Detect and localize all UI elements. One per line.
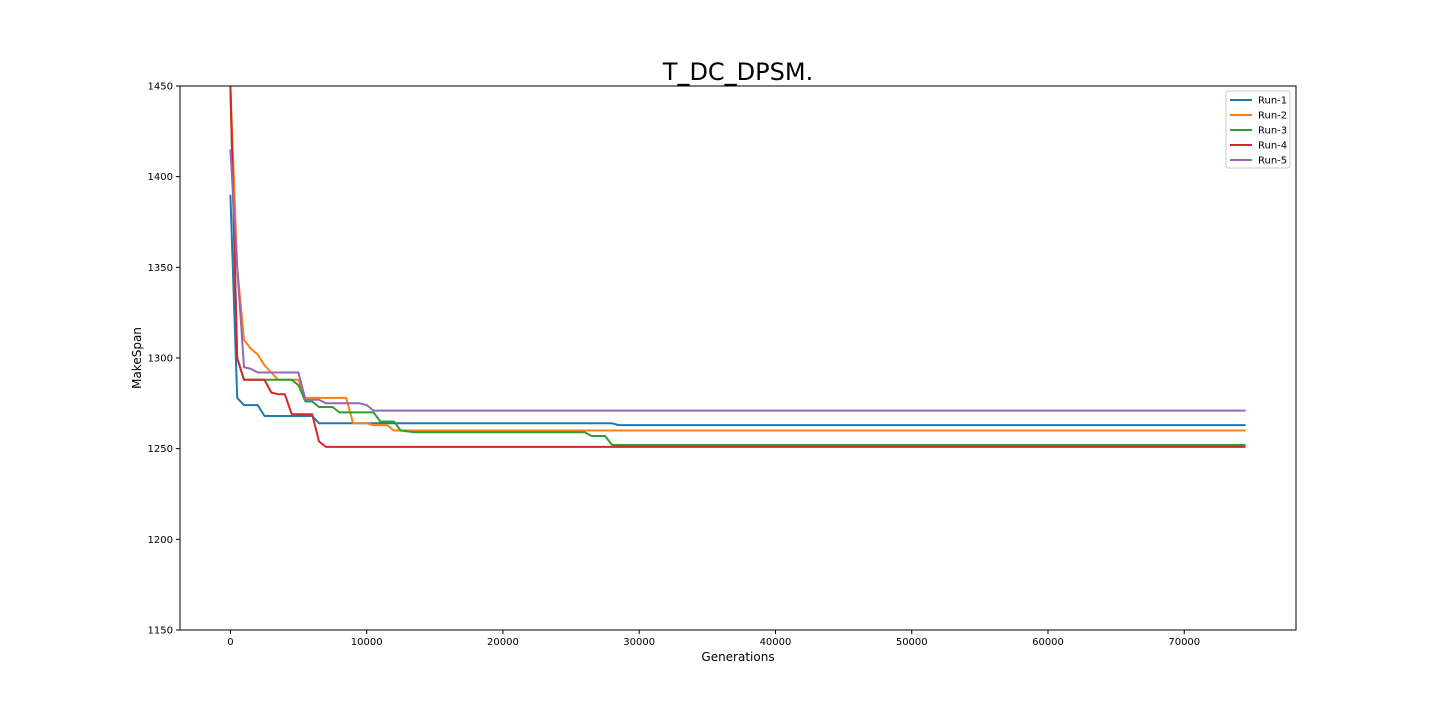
y-axis-label: MakeSpan xyxy=(130,327,144,389)
x-tick-label: 70000 xyxy=(1168,637,1200,648)
x-tick-label: 50000 xyxy=(896,637,928,648)
x-axis: 0 10000 20000 30000 40000 50000 60000 70000 xyxy=(227,630,1200,648)
x-tick-label: 10000 xyxy=(351,637,383,648)
legend-box xyxy=(1225,90,1291,169)
x-tick-label: 0 xyxy=(227,637,233,648)
y-tick-label: 1150 xyxy=(148,626,173,637)
legend: Run-1 Run-2 Run-3 Run-4 Run-5 xyxy=(1225,90,1291,169)
x-tick-label: 30000 xyxy=(623,637,655,648)
x-tick-label: 20000 xyxy=(487,637,519,648)
y-tick-label: 1200 xyxy=(148,535,173,546)
legend-label: Run-3 xyxy=(1258,126,1287,137)
series-line-1 xyxy=(229,194,1246,427)
y-axis: 1150 1200 1250 1300 1350 1400 1450 xyxy=(148,82,180,637)
series-line-2 xyxy=(229,86,1246,432)
legend-label: Run-1 xyxy=(1258,96,1287,107)
series-line-5 xyxy=(229,149,1246,412)
plot-area xyxy=(229,86,1246,448)
y-tick-label: 1400 xyxy=(148,172,173,183)
series-line-3 xyxy=(229,86,1246,446)
x-axis-label: Generations xyxy=(701,650,774,664)
legend-label: Run-2 xyxy=(1258,111,1287,122)
series-line-4 xyxy=(229,86,1246,448)
y-tick-label: 1350 xyxy=(148,263,173,274)
y-tick-label: 1300 xyxy=(148,354,173,365)
plot-frame xyxy=(179,85,1297,631)
chart-title: T_DC_DPSM. xyxy=(662,58,813,86)
legend-label: Run-4 xyxy=(1258,141,1287,152)
y-tick-label: 1250 xyxy=(148,444,173,455)
x-tick-label: 60000 xyxy=(1032,637,1064,648)
x-tick-label: 40000 xyxy=(760,637,792,648)
y-tick-label: 1450 xyxy=(148,82,173,93)
legend-label: Run-5 xyxy=(1258,156,1287,167)
